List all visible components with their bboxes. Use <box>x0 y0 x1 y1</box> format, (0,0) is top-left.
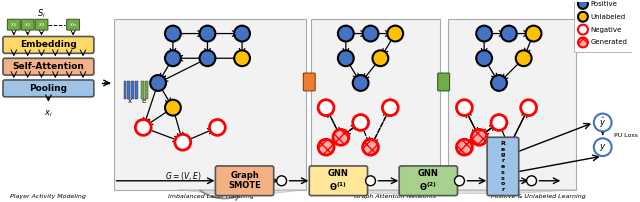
Circle shape <box>165 26 181 41</box>
Circle shape <box>501 26 516 41</box>
Text: Graph Attention Networks: Graph Attention Networks <box>354 194 436 199</box>
Text: Generated: Generated <box>591 39 628 45</box>
Circle shape <box>276 176 287 186</box>
Circle shape <box>365 176 376 186</box>
Circle shape <box>454 176 465 186</box>
Circle shape <box>491 75 507 91</box>
Circle shape <box>578 25 588 35</box>
Circle shape <box>234 26 250 41</box>
Text: $S_i$: $S_i$ <box>37 8 46 20</box>
Circle shape <box>363 26 378 41</box>
Text: $x_i$: $x_i$ <box>44 109 53 119</box>
Circle shape <box>363 139 378 155</box>
FancyBboxPatch shape <box>309 166 367 196</box>
FancyBboxPatch shape <box>3 58 94 75</box>
Circle shape <box>209 120 225 135</box>
Text: $x_{im}$: $x_{im}$ <box>68 21 77 29</box>
Circle shape <box>527 176 536 186</box>
Circle shape <box>456 139 472 155</box>
Text: Positive: Positive <box>591 1 618 7</box>
FancyBboxPatch shape <box>124 81 127 99</box>
FancyBboxPatch shape <box>3 80 94 97</box>
FancyBboxPatch shape <box>114 19 307 190</box>
Text: R
e
g
r
e
s
s
o
r: R e g r e s s o r <box>500 141 506 192</box>
Text: GNN
$\mathbf{\Theta^{(1)}}$: GNN $\mathbf{\Theta^{(1)}}$ <box>328 169 349 193</box>
FancyBboxPatch shape <box>127 81 131 99</box>
Circle shape <box>578 38 588 47</box>
Circle shape <box>476 26 492 41</box>
Circle shape <box>372 50 388 66</box>
FancyBboxPatch shape <box>487 137 519 196</box>
Text: Imbalanced Label Handling: Imbalanced Label Handling <box>168 194 253 199</box>
FancyBboxPatch shape <box>131 81 134 99</box>
Circle shape <box>165 50 181 66</box>
Circle shape <box>318 139 334 155</box>
Circle shape <box>516 50 532 66</box>
Circle shape <box>353 115 369 130</box>
Circle shape <box>353 75 369 91</box>
FancyBboxPatch shape <box>141 81 144 99</box>
FancyBboxPatch shape <box>145 81 148 99</box>
FancyBboxPatch shape <box>447 19 576 190</box>
Text: PU Loss: PU Loss <box>614 133 637 138</box>
Circle shape <box>471 129 487 145</box>
Text: Negative: Negative <box>591 27 622 33</box>
Circle shape <box>338 26 354 41</box>
Circle shape <box>382 100 398 116</box>
FancyBboxPatch shape <box>21 19 34 30</box>
Text: Unlabeled: Unlabeled <box>591 14 626 20</box>
Circle shape <box>578 12 588 22</box>
FancyBboxPatch shape <box>399 166 458 196</box>
Text: Embedding: Embedding <box>20 40 77 49</box>
Circle shape <box>150 75 166 91</box>
FancyBboxPatch shape <box>3 37 94 53</box>
Circle shape <box>136 120 151 135</box>
Circle shape <box>200 26 216 41</box>
Circle shape <box>594 114 612 131</box>
Polygon shape <box>447 190 576 194</box>
Circle shape <box>476 50 492 66</box>
Circle shape <box>521 100 536 116</box>
Circle shape <box>578 0 588 9</box>
Circle shape <box>333 129 349 145</box>
Polygon shape <box>178 190 307 194</box>
Text: Positive & Unlabeled Learning: Positive & Unlabeled Learning <box>491 194 586 199</box>
FancyBboxPatch shape <box>311 19 440 190</box>
Circle shape <box>501 139 516 155</box>
FancyBboxPatch shape <box>574 0 637 52</box>
Circle shape <box>175 134 191 150</box>
Circle shape <box>387 26 403 41</box>
Circle shape <box>525 26 541 41</box>
Text: Graph
SMOTE: Graph SMOTE <box>228 171 261 190</box>
Circle shape <box>456 100 472 116</box>
Text: $x_{i2}$: $x_{i2}$ <box>24 21 31 29</box>
FancyBboxPatch shape <box>67 19 79 30</box>
Text: x: x <box>127 98 131 104</box>
Circle shape <box>491 115 507 130</box>
Text: GNN
$\mathbf{\Theta^{(2)}}$: GNN $\mathbf{\Theta^{(2)}}$ <box>418 169 439 193</box>
Circle shape <box>234 50 250 66</box>
Text: Self-Attention: Self-Attention <box>12 62 84 71</box>
Text: Player Activity Modeling: Player Activity Modeling <box>10 194 86 199</box>
Text: $\hat{y}$: $\hat{y}$ <box>599 115 606 130</box>
Text: $G = (V, E)$: $G = (V, E)$ <box>164 170 201 182</box>
FancyBboxPatch shape <box>303 73 315 91</box>
FancyBboxPatch shape <box>8 19 20 30</box>
Text: Pooling: Pooling <box>29 84 67 93</box>
Circle shape <box>594 138 612 156</box>
FancyBboxPatch shape <box>438 73 449 91</box>
Circle shape <box>318 100 334 116</box>
Text: e: e <box>141 98 145 104</box>
FancyBboxPatch shape <box>216 166 274 196</box>
Circle shape <box>165 100 181 116</box>
Circle shape <box>200 50 216 66</box>
Text: $y$: $y$ <box>599 142 607 153</box>
Polygon shape <box>311 190 454 194</box>
FancyBboxPatch shape <box>136 81 138 99</box>
Circle shape <box>338 50 354 66</box>
Text: $x_{i1}$: $x_{i1}$ <box>10 21 18 29</box>
Text: $x_{i3}$: $x_{i3}$ <box>38 21 45 29</box>
FancyBboxPatch shape <box>35 19 48 30</box>
